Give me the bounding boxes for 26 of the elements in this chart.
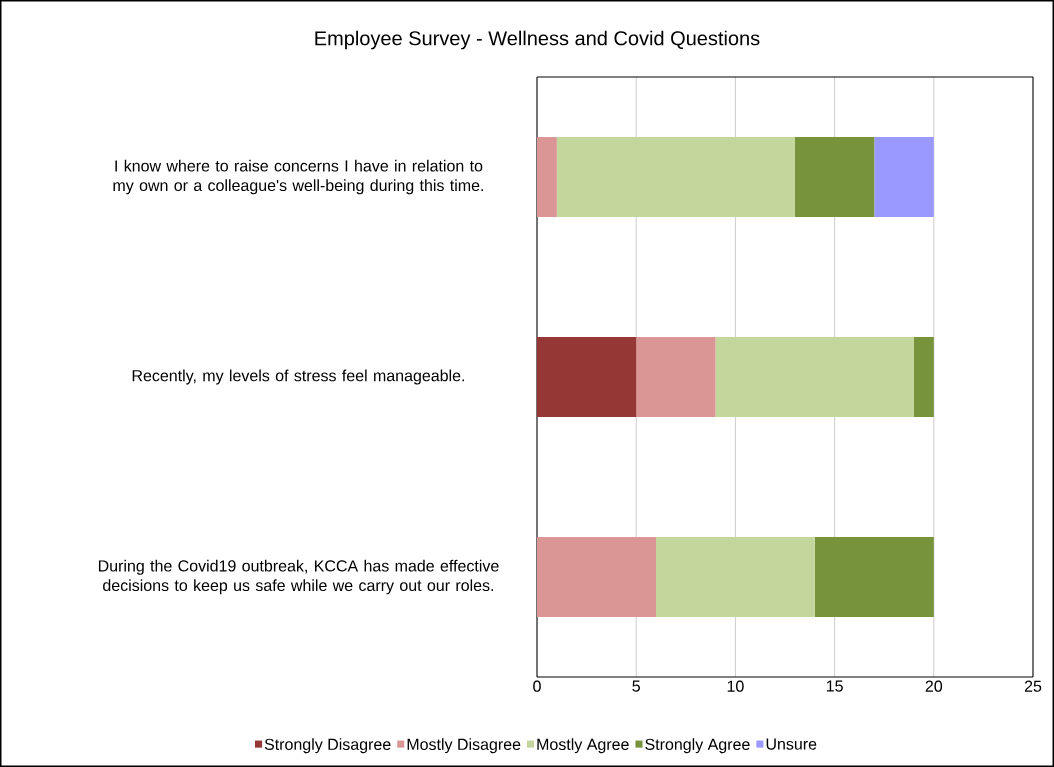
bar xyxy=(556,137,795,217)
x-tick-label: 25 xyxy=(1024,680,1042,692)
bar xyxy=(537,337,637,418)
x-tick-label: 5 xyxy=(632,680,640,692)
legend-label: Strongly Agree xyxy=(645,738,750,754)
legend-label: Strongly Disagree xyxy=(264,738,391,754)
legend-label: Unsure xyxy=(766,738,817,750)
chart-title: Employee Survey - Wellness and Covid Questions xyxy=(315,30,760,50)
bar xyxy=(656,537,815,618)
y-tick-label: I know where to raise concerns I have in relation to my own or a colleague's well-being during this time. xyxy=(113,159,483,195)
bar xyxy=(814,537,934,618)
bar xyxy=(715,337,914,418)
x-tick-label: 10 xyxy=(727,680,744,692)
x-tick-label: 0 xyxy=(533,680,541,692)
x-tick-label: 20 xyxy=(925,680,943,692)
y-tick-label: Recently, my levels of stress feel manageable. xyxy=(132,369,464,385)
legend-label: Mostly Agree xyxy=(537,738,629,754)
legend-label: Mostly Disagree xyxy=(407,738,521,754)
y-tick-label: During the Covid19 outbreak, KCCA has made effective decisions to keep us safe while we carry out our roles. xyxy=(98,559,499,595)
bar xyxy=(636,337,716,418)
bar xyxy=(537,537,657,618)
bar xyxy=(794,137,875,217)
bar xyxy=(913,337,934,418)
x-tick-label: 15 xyxy=(826,680,843,692)
bar xyxy=(874,137,934,217)
bar xyxy=(537,137,557,217)
